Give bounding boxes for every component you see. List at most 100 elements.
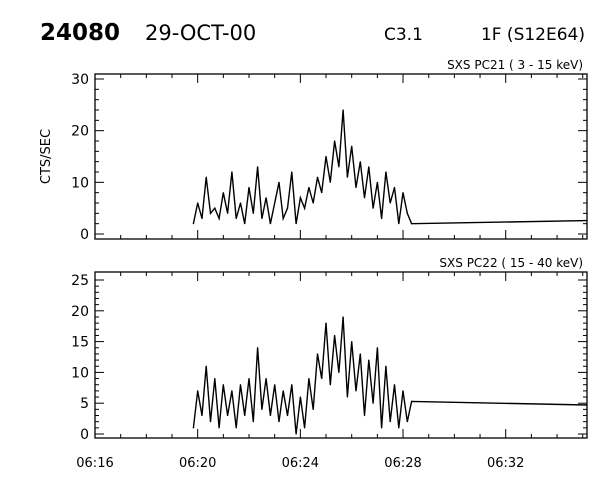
data-point — [333, 140, 336, 142]
data-point — [346, 396, 349, 398]
data-point — [325, 322, 327, 324]
data-point — [295, 433, 297, 435]
y-tick-label: 25 — [71, 273, 89, 289]
data-point — [235, 217, 237, 220]
data-point — [586, 404, 588, 406]
data-point — [209, 421, 212, 423]
data-point — [342, 316, 344, 318]
data-point — [282, 217, 284, 220]
y-tick-label: 5 — [80, 396, 89, 412]
data-point — [385, 365, 387, 367]
data-point — [342, 109, 344, 111]
y-tick-label: 15 — [71, 335, 89, 351]
data-point — [209, 212, 212, 214]
data-point — [316, 353, 319, 355]
data-point — [381, 427, 383, 429]
data-point — [321, 192, 323, 194]
data-point — [346, 176, 349, 178]
x-tick-label: 06:20 — [179, 456, 216, 471]
data-point — [201, 217, 203, 220]
data-point — [205, 365, 207, 367]
data-point — [197, 390, 199, 392]
data-point — [265, 197, 267, 199]
data-point — [393, 186, 396, 189]
data-point — [218, 427, 220, 429]
data-point — [274, 384, 276, 386]
panel-title: SXS PC22 ( 15 - 40 keV) — [439, 256, 583, 270]
data-point — [282, 390, 284, 392]
data-point — [338, 166, 340, 168]
panel-pc22: SXS PC22 ( 15 - 40 keV) 0 5 10 15 20 25 06:16 06… — [71, 256, 588, 471]
data-point — [321, 377, 323, 380]
data-point — [244, 414, 246, 417]
data-point — [278, 181, 280, 183]
data-point — [239, 202, 242, 204]
x-tick-label: 06:16 — [76, 456, 113, 471]
data-point — [299, 197, 301, 199]
data-point — [372, 402, 374, 404]
y-tick-label: 10 — [71, 365, 89, 381]
data-point — [406, 212, 408, 214]
y-tick-label: 10 — [71, 175, 89, 191]
data-point — [274, 202, 276, 204]
data-point — [406, 421, 408, 423]
data-point — [286, 414, 289, 417]
data-point — [261, 217, 263, 220]
data-point — [295, 223, 297, 225]
y-tick-label: 0 — [80, 427, 89, 443]
flare-location: 1F (S12E64) — [481, 25, 585, 45]
series-line — [192, 109, 588, 225]
data-point — [385, 171, 387, 173]
data-point — [368, 359, 370, 361]
data-point — [376, 347, 378, 349]
data-point — [304, 427, 306, 429]
data-point — [308, 186, 310, 189]
data-point — [359, 161, 361, 163]
data-point — [291, 171, 293, 173]
data-point — [402, 390, 404, 392]
data-point — [338, 371, 340, 373]
data-point — [389, 421, 391, 423]
data-point — [192, 223, 194, 225]
event-date: 29-OCT-00 — [145, 21, 256, 45]
data-point — [376, 181, 378, 183]
data-point — [218, 217, 220, 220]
data-point — [410, 400, 413, 402]
data-point — [231, 171, 233, 173]
y-tick-label: 20 — [71, 304, 89, 320]
data-point — [329, 384, 331, 386]
data-point — [355, 390, 357, 392]
data-point — [351, 341, 353, 343]
data-point — [256, 347, 259, 349]
data-point — [363, 414, 366, 417]
panel-pc21: SXS PC21 ( 3 - 15 keV) CTS/SEC 0 10 20 30 — [39, 58, 588, 243]
data-point — [222, 192, 224, 194]
plot-frame — [94, 271, 588, 439]
data-point — [256, 166, 259, 168]
data-point — [201, 414, 203, 417]
data-point — [278, 421, 280, 423]
data-point — [192, 427, 194, 429]
data-point — [312, 408, 314, 410]
data-point — [333, 334, 336, 337]
data-point — [308, 377, 310, 380]
data-point — [363, 197, 366, 199]
flare-class: C3.1 — [384, 25, 423, 45]
data-point — [252, 212, 254, 214]
data-point — [381, 217, 383, 220]
data-point — [410, 223, 413, 225]
data-point — [248, 186, 250, 189]
data-point — [214, 377, 216, 380]
data-point — [389, 202, 391, 204]
data-point — [398, 223, 400, 225]
data-point — [393, 384, 396, 386]
data-point — [329, 181, 331, 183]
data-point — [351, 145, 353, 147]
x-tick-label: 06:24 — [282, 456, 319, 471]
data-point — [368, 166, 370, 168]
data-point — [214, 207, 216, 209]
data-point — [235, 427, 237, 429]
y-axis-label: CTS/SEC — [39, 129, 54, 184]
data-point — [205, 176, 207, 178]
